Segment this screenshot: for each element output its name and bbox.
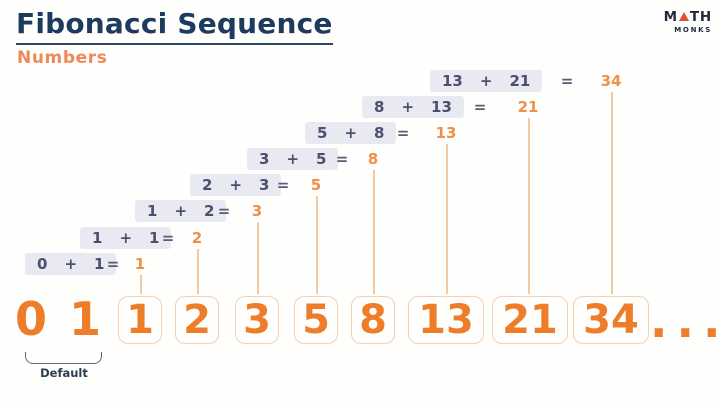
equals-sign: = [335,150,349,168]
sequence-number-box: 34 [573,296,649,344]
sequence-number: 5 [302,297,330,343]
sequence-number-box: 3 [235,296,279,344]
equals-sign: = [560,72,574,90]
equals-sign: = [473,98,487,116]
plus-sign: + [229,176,243,194]
default-bracket [25,352,102,364]
sum-result: 21 [517,98,539,116]
sequence-number: 2 [183,297,211,343]
sum-result: 1 [134,255,146,273]
plus-sign: + [64,255,78,273]
plus-sign: + [119,229,133,247]
plus-sign: + [174,202,188,220]
sum-result: 2 [191,229,203,247]
equation-row: 5 +8 = 13 [0,122,720,144]
equals-sign: = [396,124,410,142]
logo-letter-m: M [663,9,678,25]
operand-b: 8 [374,124,385,142]
sequence-number: 3 [243,297,271,343]
equation-row: 13 +21 = 34 [0,70,720,92]
sequence-number: 1 [126,297,154,343]
operand-b: 13 [431,98,452,116]
connector-line [316,196,318,294]
equation-row: 0 +1 = 1 [0,253,720,275]
equation-row: 1 +2 = 3 [0,200,720,222]
sequence-number: 8 [359,297,387,343]
plus-sign: + [479,72,493,90]
logo-wordmark: M TH [663,9,712,25]
operand-a: 1 [92,229,103,247]
sequence-number-box: 13 [408,296,484,344]
sequence-number: 21 [502,297,558,343]
connector-line [446,144,448,294]
sequence-number-default: 0 [14,292,48,346]
operand-a: 0 [37,255,48,273]
plus-sign: + [344,124,358,142]
operand-a: 1 [147,202,158,220]
equation-row: 8 +13 = 21 [0,96,720,118]
sum-result: 34 [600,72,622,90]
connector-line [528,118,530,294]
page-title: Fibonacci Sequence [16,7,333,46]
sequence-ellipsis: ... [650,294,720,348]
equation-pill: 0 +1 [25,253,117,275]
equation-row: 3 +5 = 8 [0,148,720,170]
equals-sign: = [276,176,290,194]
operand-b: 1 [94,255,105,273]
connector-line [197,249,199,294]
equals-sign: = [161,229,175,247]
page-subtitle: Numbers [17,48,108,68]
equation-pill: 5 +8 [305,122,397,144]
operand-a: 2 [202,176,213,194]
equation-row: 1 +1 = 2 [0,227,720,249]
connector-line [373,170,375,294]
operand-b: 1 [149,229,160,247]
logo-letters-th: TH [689,9,712,25]
sequence-number-box: 5 [294,296,338,344]
plus-sign: + [401,98,415,116]
default-label: Default [40,366,88,380]
operand-a: 13 [442,72,463,90]
plus-sign: + [286,150,300,168]
operand-a: 8 [374,98,385,116]
sum-result: 5 [310,176,322,194]
operand-b: 3 [259,176,270,194]
connector-line [611,92,613,294]
connector-line [257,222,259,294]
operand-a: 3 [259,150,270,168]
math-monks-logo: M TH MONKS [663,9,712,34]
logo-triangle-icon [678,12,689,21]
sequence-number-box: 21 [492,296,568,344]
sequence-number-box: 1 [118,296,162,344]
connector-line [140,275,142,294]
equation-pill: 2 +3 [190,174,282,196]
sequence-number-default: 1 [68,292,102,346]
sequence-number-box: 2 [175,296,219,344]
operand-b: 21 [509,72,531,90]
operand-b: 2 [204,202,215,220]
equals-sign: = [217,202,231,220]
equals-sign: = [106,255,120,273]
sequence-number: 13 [418,297,474,343]
equation-pill: 3 +5 [247,148,339,170]
sum-result: 13 [435,124,457,142]
sequence-number: 34 [583,297,639,343]
sequence-number-box: 8 [351,296,395,344]
sum-result: 3 [251,202,263,220]
sum-result: 8 [367,150,379,168]
logo-monks-text: MONKS [674,25,712,34]
operand-b: 5 [316,150,327,168]
equation-pill: 8 +13 [362,96,464,118]
equation-pill: 13 +21 [430,70,543,92]
equation-row: 2 +3 = 5 [0,174,720,196]
equation-pill: 1 +2 [135,200,227,222]
equation-pill: 1 +1 [80,227,172,249]
operand-a: 5 [317,124,328,142]
